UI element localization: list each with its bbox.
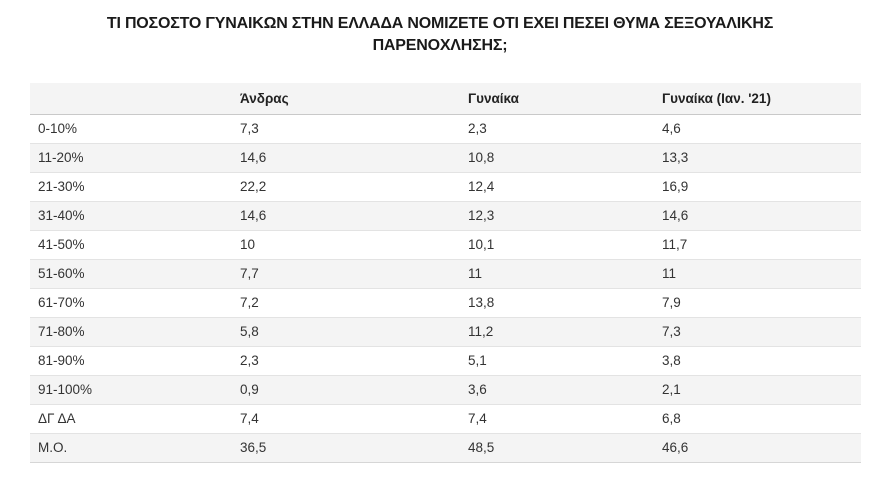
row-label: 71-80% xyxy=(30,317,232,347)
cell-women: 12,4 xyxy=(460,172,654,202)
table-row: 61-70% 7,2 13,8 7,9 xyxy=(30,288,861,318)
table-row: 41-50% 10 10,1 11,7 xyxy=(30,230,861,260)
table-row: ΔΓ ΔΑ 7,4 7,4 6,8 xyxy=(30,404,861,434)
header-cell-women: Γυναίκα xyxy=(460,83,654,115)
cell-women-jan21: 13,3 xyxy=(654,143,861,173)
cell-men: 5,8 xyxy=(232,317,460,347)
header-row: Άνδρας Γυναίκα Γυναίκα (Ιαν. '21) xyxy=(30,83,861,115)
table-row: 51-60% 7,7 11 11 xyxy=(30,259,861,289)
cell-women-jan21: 16,9 xyxy=(654,172,861,202)
cell-women-jan21: 3,8 xyxy=(654,346,861,376)
cell-men: 7,2 xyxy=(232,288,460,318)
row-label: 81-90% xyxy=(30,346,232,376)
cell-men: 7,7 xyxy=(232,259,460,289)
cell-women: 3,6 xyxy=(460,375,654,405)
row-label: 41-50% xyxy=(30,230,232,260)
page: ΤΙ ΠΟΣΟΣΤΟ ΓΥΝΑΙΚΩΝ ΣΤΗΝ ΕΛΛΑΔΑ ΝΟΜΙΖΕΤΕ… xyxy=(0,13,880,481)
table-header: Άνδρας Γυναίκα Γυναίκα (Ιαν. '21) xyxy=(30,83,861,115)
cell-women: 13,8 xyxy=(460,288,654,318)
table-row: 21-30% 22,2 12,4 16,9 xyxy=(30,172,861,202)
table-row: 11-20% 14,6 10,8 13,3 xyxy=(30,143,861,173)
header-cell-range xyxy=(30,83,232,115)
row-label: Μ.Ο. xyxy=(30,433,232,463)
cell-men: 0,9 xyxy=(232,375,460,405)
chart-title: ΤΙ ΠΟΣΟΣΤΟ ΓΥΝΑΙΚΩΝ ΣΤΗΝ ΕΛΛΑΔΑ ΝΟΜΙΖΕΤΕ… xyxy=(106,15,774,55)
cell-men: 14,6 xyxy=(232,201,460,231)
cell-women: 10,8 xyxy=(460,143,654,173)
row-label: 61-70% xyxy=(30,288,232,318)
cell-men: 2,3 xyxy=(232,346,460,376)
cell-women: 48,5 xyxy=(460,433,654,463)
cell-women: 10,1 xyxy=(460,230,654,260)
table-row: 71-80% 5,8 11,2 7,3 xyxy=(30,317,861,347)
row-label: 0-10% xyxy=(30,114,232,144)
row-label: 51-60% xyxy=(30,259,232,289)
cell-women: 11,2 xyxy=(460,317,654,347)
row-label: 31-40% xyxy=(30,201,232,231)
cell-women-jan21: 4,6 xyxy=(654,114,861,144)
table-row: 31-40% 14,6 12,3 14,6 xyxy=(30,201,861,231)
table-row: 0-10% 7,3 2,3 4,6 xyxy=(30,114,861,144)
cell-women: 12,3 xyxy=(460,201,654,231)
cell-women: 5,1 xyxy=(460,346,654,376)
cell-men: 7,3 xyxy=(232,114,460,144)
cell-women-jan21: 11 xyxy=(654,259,861,289)
row-label: 11-20% xyxy=(30,143,232,173)
table-row: 81-90% 2,3 5,1 3,8 xyxy=(30,346,861,376)
cell-women-jan21: 7,3 xyxy=(654,317,861,347)
cell-men: 36,5 xyxy=(232,433,460,463)
cell-men: 14,6 xyxy=(232,143,460,173)
row-label: ΔΓ ΔΑ xyxy=(30,404,232,434)
cell-men: 22,2 xyxy=(232,172,460,202)
cell-women: 7,4 xyxy=(460,404,654,434)
cell-women-jan21: 6,8 xyxy=(654,404,861,434)
cell-women-jan21: 11,7 xyxy=(654,230,861,260)
cell-women-jan21: 7,9 xyxy=(654,288,861,318)
row-label: 91-100% xyxy=(30,375,232,405)
cell-women: 2,3 xyxy=(460,114,654,144)
cell-women-jan21: 2,1 xyxy=(654,375,861,405)
table-row: Μ.Ο. 36,5 48,5 46,6 xyxy=(30,433,861,463)
table-row: 91-100% 0,9 3,6 2,1 xyxy=(30,375,861,405)
row-label: 21-30% xyxy=(30,172,232,202)
cell-men: 7,4 xyxy=(232,404,460,434)
header-cell-men: Άνδρας xyxy=(232,83,460,115)
cell-women: 11 xyxy=(460,259,654,289)
header-cell-women-jan21: Γυναίκα (Ιαν. '21) xyxy=(654,83,861,115)
table-body: 0-10% 7,3 2,3 4,6 11-20% 14,6 10,8 13,3 … xyxy=(30,114,861,463)
cell-men: 10 xyxy=(232,230,460,260)
cell-women-jan21: 14,6 xyxy=(654,201,861,231)
survey-results-table: Άνδρας Γυναίκα Γυναίκα (Ιαν. '21) 0-10% … xyxy=(30,83,861,463)
cell-women-jan21: 46,6 xyxy=(654,433,861,463)
